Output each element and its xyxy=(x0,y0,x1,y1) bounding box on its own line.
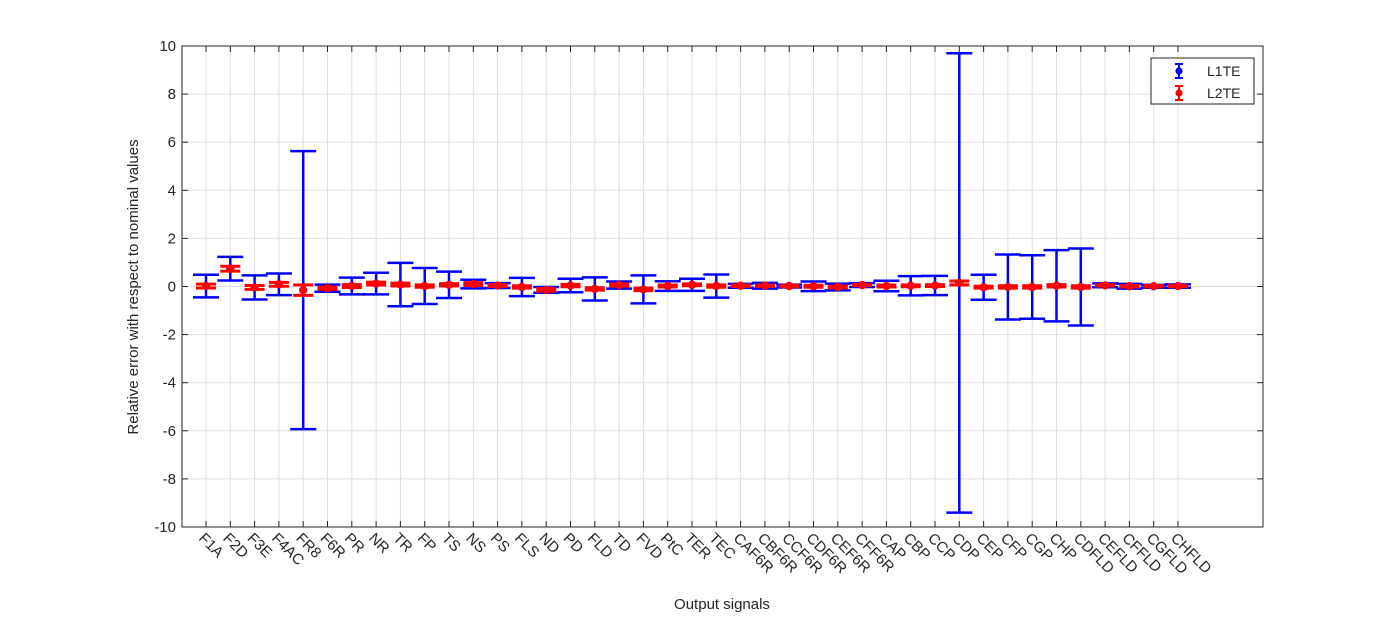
x-tick-label: FLS xyxy=(511,530,542,561)
y-tick-label: 10 xyxy=(159,38,176,55)
data-point xyxy=(615,280,624,290)
data-point xyxy=(760,281,770,290)
series-layer xyxy=(193,51,1191,514)
data-point xyxy=(396,280,405,289)
series-l2te xyxy=(196,264,1188,297)
x-tick-label: TER xyxy=(681,530,714,563)
y-tick-label: -6 xyxy=(163,423,176,440)
x-tick-label: NR xyxy=(365,530,392,557)
data-point xyxy=(274,280,283,289)
data-point xyxy=(493,281,502,290)
y-tick-label: -8 xyxy=(163,471,176,488)
data-point xyxy=(712,281,721,291)
legend: L1TE L2TE xyxy=(1150,57,1255,105)
legend-label: L1TE xyxy=(1207,63,1240,79)
x-tick-label: CBP xyxy=(900,530,934,564)
data-point xyxy=(858,280,867,290)
data-point xyxy=(639,285,648,294)
data-point xyxy=(299,286,308,295)
legend-label: L2TE xyxy=(1207,85,1240,101)
y-tick-label: 2 xyxy=(168,230,176,247)
data-point xyxy=(590,284,599,294)
x-tick-label: FVD xyxy=(633,530,666,563)
data-point xyxy=(372,279,381,288)
x-tick-label: F3E xyxy=(244,530,275,561)
data-point xyxy=(809,282,818,291)
x-tick-label: NS xyxy=(462,530,489,557)
data-point xyxy=(833,282,842,292)
data-point xyxy=(1003,282,1013,292)
data-point xyxy=(250,283,259,292)
x-tick-label: CFP xyxy=(997,530,1030,563)
data-point xyxy=(469,279,478,289)
x-tick-label: FLD xyxy=(584,530,616,562)
data-point xyxy=(542,285,551,294)
data-point xyxy=(1101,281,1110,290)
x-tick-label: TEC xyxy=(705,530,738,563)
data-point xyxy=(1149,282,1158,291)
data-point xyxy=(444,280,454,289)
data-point xyxy=(323,284,332,293)
data-point xyxy=(420,281,429,291)
y-tick-label: 8 xyxy=(168,86,176,103)
y-tick-label: -2 xyxy=(163,327,176,344)
y-tick-label: 4 xyxy=(168,182,176,199)
data-point xyxy=(517,282,527,292)
data-point xyxy=(663,281,672,291)
y-axis-label: Relative error with respect to nominal v… xyxy=(125,139,142,434)
data-point xyxy=(347,281,356,291)
x-tick-label: TR xyxy=(390,530,416,556)
data-point xyxy=(736,281,745,290)
data-point xyxy=(226,264,235,273)
data-point xyxy=(566,281,575,290)
data-point xyxy=(785,281,794,291)
y-tick-label: -4 xyxy=(163,375,176,392)
y-tick-label: 0 xyxy=(168,279,176,296)
data-point xyxy=(1173,281,1183,291)
data-point xyxy=(979,283,988,292)
x-tick-label: PS xyxy=(487,530,513,556)
x-tick-label: F2D xyxy=(219,530,251,562)
data-point xyxy=(906,281,915,290)
legend-box xyxy=(1150,57,1255,105)
x-tick-label: F6R xyxy=(317,530,349,562)
x-tick-label: F1A xyxy=(195,530,226,561)
data-point xyxy=(930,281,940,290)
data-point xyxy=(1028,282,1037,292)
x-axis-label: Output signals xyxy=(674,596,770,613)
data-point xyxy=(882,281,891,291)
x-tick-label: CEP xyxy=(973,530,1007,564)
data-point xyxy=(1125,282,1134,291)
data-point xyxy=(1052,281,1061,290)
x-tick-label: TS xyxy=(438,530,464,556)
legend-marker xyxy=(1175,89,1183,97)
x-tick-label: ND xyxy=(535,530,562,557)
data-point xyxy=(955,278,964,287)
y-tick-label: 6 xyxy=(168,134,176,151)
x-tick-label: PD xyxy=(560,530,587,557)
data-point xyxy=(201,281,211,291)
data-point xyxy=(1076,282,1085,292)
y-tick-label: -10 xyxy=(154,519,176,536)
x-tick-label: FP xyxy=(414,530,440,556)
legend-marker xyxy=(1175,67,1183,75)
data-point xyxy=(687,280,697,289)
